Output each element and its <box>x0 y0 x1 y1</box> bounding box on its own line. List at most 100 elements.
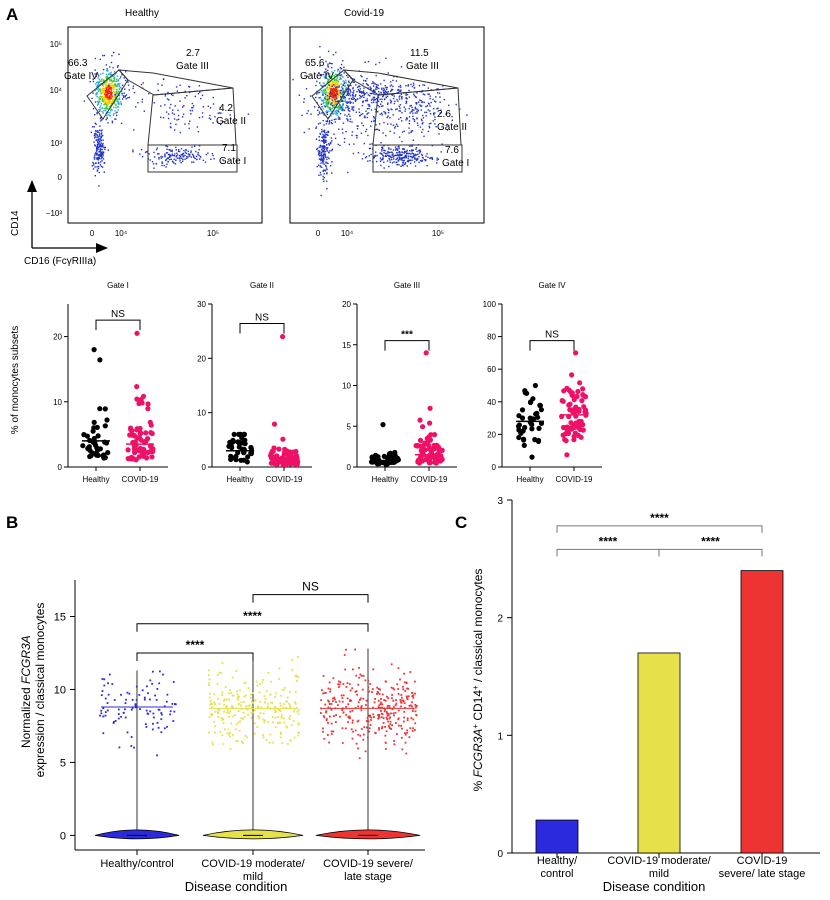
b-cell-point <box>145 726 148 728</box>
flow-event-dot <box>414 106 417 108</box>
flow-event-dot <box>105 85 107 88</box>
flow-event-dot <box>106 68 108 70</box>
flow-event-dot <box>101 107 103 109</box>
flow-event-dot <box>331 84 333 86</box>
flow-event-dot <box>374 129 377 131</box>
flow-event-dot <box>429 97 431 100</box>
flow-event-dot <box>342 93 345 95</box>
flow-event-dot <box>390 108 392 110</box>
flow-event-dot <box>163 164 165 167</box>
b-cell-point <box>107 682 109 685</box>
flow-event-dot <box>436 88 438 90</box>
flow-event-dot <box>83 100 86 102</box>
flow-event-dot <box>390 156 392 159</box>
b-cell-point <box>257 706 260 709</box>
flow-event-dot <box>108 101 110 103</box>
b-cell-point <box>253 699 256 702</box>
b-cell-point <box>286 700 288 703</box>
flow-event-dot <box>344 79 347 81</box>
flow-event-dot <box>389 117 391 119</box>
b-cell-point <box>234 728 237 731</box>
flow-event-dot <box>416 118 418 120</box>
flow-event-dot <box>94 144 96 146</box>
flow-event-dot <box>399 84 402 87</box>
flow-event-dot <box>182 106 184 108</box>
flow-event-dot <box>116 98 118 100</box>
gate-data-point <box>245 454 251 460</box>
gate-significance-label: NS <box>111 309 125 320</box>
flow-event-dot <box>378 129 380 131</box>
flow-xtick: 10⁴ <box>115 229 128 238</box>
flow-event-dot <box>182 113 185 115</box>
gate-data-point <box>538 407 545 413</box>
flow-event-dot <box>96 113 98 115</box>
flow-event-dot <box>189 109 192 112</box>
flow-event-dot <box>319 155 321 157</box>
flow-event-dot <box>158 156 160 159</box>
b-cell-point <box>111 683 114 685</box>
flow-event-dot <box>108 98 111 100</box>
flow-event-dot <box>195 150 197 153</box>
flow-event-dot <box>132 149 134 151</box>
flow-event-dot <box>315 84 317 87</box>
b-cell-point <box>210 702 212 705</box>
b-cell-point <box>118 746 121 749</box>
b-cell-point <box>280 731 282 734</box>
flow-event-dot <box>96 100 99 103</box>
flow-event-dot <box>165 159 167 161</box>
flow-event-dot <box>98 146 100 149</box>
flow-event-dot <box>327 89 329 91</box>
b-cell-point <box>238 695 240 698</box>
flow-event-dot <box>427 102 430 104</box>
b-cell-point <box>369 724 372 726</box>
flow-event-dot <box>303 101 305 103</box>
flow-event-dot <box>106 117 108 119</box>
flow-event-dot <box>339 74 341 77</box>
flow-event-dot <box>210 158 212 160</box>
flow-event-dot <box>326 78 329 80</box>
flow-event-dot <box>333 74 335 76</box>
flow-event-dot <box>322 140 324 142</box>
flow-event-dot <box>350 91 352 93</box>
flow-event-dot <box>324 146 326 148</box>
flow-event-dot <box>90 131 92 133</box>
flow-event-dot <box>120 122 123 125</box>
flow-event-dot <box>411 152 413 154</box>
flow-event-dot <box>401 154 403 156</box>
flow-event-dot <box>369 86 371 88</box>
flow-event-dot <box>360 74 362 77</box>
flow-event-dot <box>343 100 346 102</box>
flow-event-dot <box>321 155 323 157</box>
b-cell-point <box>403 672 405 675</box>
flow-event-dot <box>367 60 370 63</box>
flow-event-dot <box>326 120 329 123</box>
flow-event-dot <box>335 86 337 88</box>
b-cell-point <box>344 727 347 730</box>
flow-event-dot <box>326 104 328 107</box>
gate-ytick-label: 40 <box>487 398 496 407</box>
flow-event-dot <box>323 139 325 141</box>
gate-i-name: Gate I <box>219 156 246 167</box>
flow-event-dot <box>322 155 324 157</box>
flow-event-dot <box>187 153 189 155</box>
flow-event-dot <box>340 89 343 92</box>
flow-event-dot <box>97 145 99 147</box>
b-cell-point <box>406 697 408 700</box>
b-cell-point <box>212 743 214 746</box>
b-cell-point <box>294 702 297 705</box>
b-cell-point <box>341 700 344 703</box>
flow-event-dot <box>326 94 329 97</box>
flow-event-dot <box>209 114 211 117</box>
flow-event-dot <box>342 107 344 109</box>
flow-event-dot <box>333 91 335 93</box>
flow-event-dot <box>398 136 401 138</box>
flow-event-dot <box>101 91 103 94</box>
b-cell-point <box>225 711 228 714</box>
flow-event-dot <box>107 114 109 116</box>
flow-event-dot <box>176 155 178 157</box>
flow-event-dot <box>328 110 330 112</box>
flow-event-dot <box>179 84 181 86</box>
b-cell-point <box>342 711 345 714</box>
b-ytick-label: 0 <box>60 830 66 842</box>
